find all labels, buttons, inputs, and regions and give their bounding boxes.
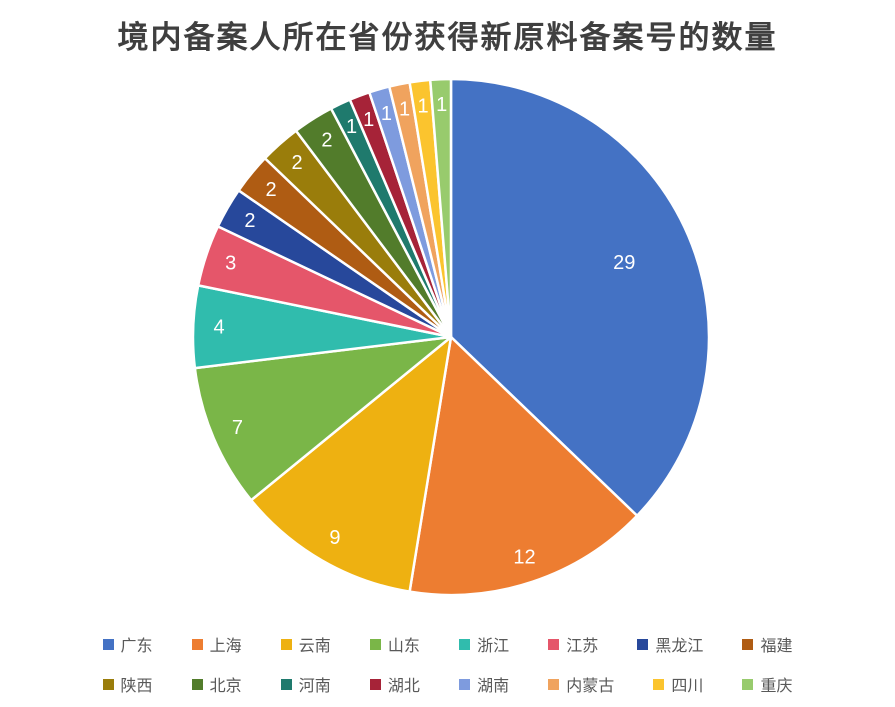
legend-label-neimenggu: 内蒙古 (566, 678, 615, 695)
legend-swatch-fujian (742, 638, 754, 650)
pie-slice-value-hunan: 1 (381, 103, 392, 125)
legend-label-sichuan: 四川 (671, 678, 704, 695)
legend-label-jiangsu: 江苏 (566, 638, 599, 655)
legend-label-guangdong: 广东 (120, 638, 153, 655)
pie-slice-guangdong (449, 77, 711, 517)
pie-slice-value-shandong: 7 (232, 417, 243, 439)
legend-label-hunan: 湖南 (477, 678, 510, 695)
legend-swatch-shanghai (191, 638, 203, 650)
legend-label-yunnan: 云南 (298, 638, 331, 655)
pie-slice-value-fujian: 2 (266, 179, 277, 201)
pie-slice-value-yunnan: 9 (329, 527, 340, 549)
pie-slice-value-guangdong: 29 (613, 252, 635, 274)
legend-swatch-hunan (459, 678, 471, 690)
legend-item-fujian: 福建 (742, 632, 793, 656)
legend-swatch-yunnan (280, 638, 292, 650)
legend-swatch-zhejiang (459, 638, 471, 650)
pie-slice-shandong (193, 335, 453, 502)
legend-item-neimenggu: 内蒙古 (548, 672, 614, 696)
legend-swatch-sichuan (653, 678, 665, 690)
chart-title: 境内备案人所在省份获得新原料备案号的数量 (117, 20, 778, 55)
legend-label-beijing: 北京 (209, 678, 242, 695)
pie-slice-value-chongqing: 1 (436, 94, 447, 116)
pie-slice-chongqing (428, 77, 453, 339)
pie-slice-value-beijing: 2 (321, 130, 332, 152)
pie-slice-shanghai (408, 335, 639, 597)
legend-label-shaanxi: 陕西 (120, 678, 153, 695)
legend-row-1: 广东 上海 云南 山东 浙江 江苏 黑龙江 福建 (102, 632, 793, 656)
legend-label-chongqing: 重庆 (760, 678, 793, 695)
pie-slice-value-heilongjiang: 2 (244, 210, 255, 232)
legend-swatch-chongqing (742, 678, 754, 690)
legend-swatch-shandong (369, 638, 381, 650)
legend-item-guangdong: 广东 (102, 632, 153, 656)
legend-row-2: 陕西 北京 河南 湖北 湖南 内蒙古 四川 重庆 (102, 672, 793, 696)
pie-slice-value-shaanxi: 2 (291, 152, 302, 174)
legend-item-hunan: 湖南 (459, 672, 509, 696)
legend-swatch-hubei (369, 678, 381, 690)
legend-swatch-jiangsu (548, 638, 560, 650)
legend-label-hubei: 湖北 (387, 678, 420, 695)
legend-item-shandong: 山东 (369, 632, 420, 656)
legend-item-chongqing: 重庆 (742, 672, 793, 696)
legend-swatch-heilongjiang (637, 638, 649, 650)
pie-slice-value-jiangsu: 3 (225, 253, 236, 275)
legend-swatch-henan (280, 678, 292, 690)
legend-swatch-neimenggu (548, 678, 560, 690)
legend-label-heilongjiang: 黑龙江 (655, 638, 704, 655)
legend-swatch-beijing (191, 678, 203, 690)
legend-item-shanghai: 上海 (191, 632, 242, 656)
legend-item-henan: 河南 (280, 672, 331, 696)
pie-slice-value-shanghai: 12 (513, 546, 535, 568)
legend-label-zhejiang: 浙江 (477, 638, 510, 655)
legend-item-heilongjiang: 黑龙江 (637, 632, 703, 656)
legend-item-yunnan: 云南 (280, 632, 331, 656)
legend-label-shandong: 山东 (387, 638, 420, 655)
legend-swatch-shaanxi (102, 678, 114, 690)
legend-item-zhejiang: 浙江 (459, 632, 509, 656)
legend-swatch-guangdong (102, 638, 114, 650)
pie-slice-value-henan: 1 (346, 116, 357, 138)
legend-label-shanghai: 上海 (209, 638, 242, 655)
legend-label-fujian: 福建 (760, 638, 793, 655)
pie-slice-value-sichuan: 1 (417, 96, 428, 118)
pie-slice-value-zhejiang: 4 (213, 317, 224, 339)
pie-slice-yunnan (249, 335, 453, 593)
pie-slice-value-hubei: 1 (363, 109, 374, 131)
legend-item-hubei: 湖北 (369, 672, 420, 696)
legend-item-jiangsu: 江苏 (548, 632, 598, 656)
legend-item-shaanxi: 陕西 (102, 672, 153, 696)
pie-slice-value-neimenggu: 1 (399, 99, 410, 121)
legend-item-sichuan: 四川 (653, 672, 703, 696)
legend-label-henan: 河南 (298, 678, 331, 695)
legend-item-beijing: 北京 (191, 672, 242, 696)
